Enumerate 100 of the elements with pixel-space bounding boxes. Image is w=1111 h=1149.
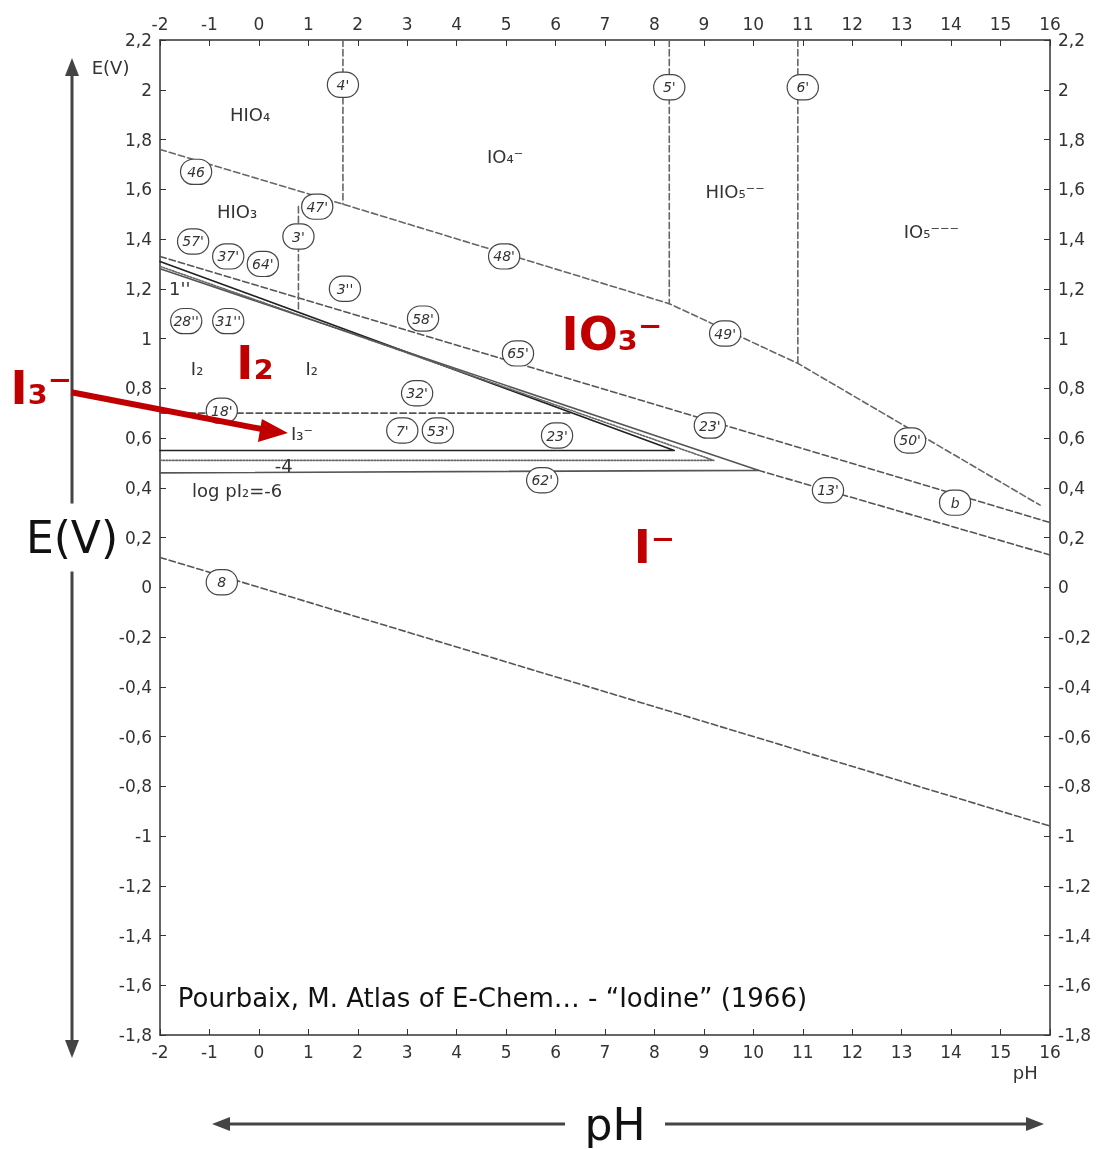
annotation: 5' xyxy=(662,79,676,96)
y-tick-label: 0,2 xyxy=(124,527,152,548)
x2-tick-label: 13 xyxy=(890,13,913,34)
y-tick-label: -0,6 xyxy=(118,726,152,747)
y2-tick-label: 2 xyxy=(1058,79,1069,100)
x2-tick-label: 7 xyxy=(599,13,611,34)
x2-tick-label: -2 xyxy=(151,13,169,34)
y2-tick-label: -1,8 xyxy=(1058,1025,1092,1045)
annotation: 23' xyxy=(698,417,721,434)
y2-tick-label: -1,2 xyxy=(1058,875,1092,896)
annotation: I₂ xyxy=(236,336,274,391)
annotation: IO₅⁻⁻⁻ xyxy=(903,221,959,243)
y2-tick-label: 0,6 xyxy=(1058,428,1086,448)
y2-tick-label: -1,4 xyxy=(1058,925,1092,946)
annotation: 32' xyxy=(406,385,428,402)
x-tick-label: 3 xyxy=(401,1041,413,1062)
x2-tick-label: -1 xyxy=(200,13,218,34)
annotation: 49' xyxy=(714,325,736,342)
y2-tick-label: 1,6 xyxy=(1058,179,1086,200)
y-tick-label: 1,2 xyxy=(124,278,152,299)
annotation: 3' xyxy=(292,228,305,245)
annotation: 58' xyxy=(412,310,434,327)
y2-tick-label: 1,4 xyxy=(1058,229,1086,249)
y-tick-label: -1 xyxy=(135,826,152,846)
x-tick-label: 5 xyxy=(500,1041,512,1062)
annotation: HIO₃ xyxy=(217,201,258,223)
x2-tick-label: 14 xyxy=(940,13,962,34)
x2-tick-label: 1 xyxy=(302,13,314,34)
annotation: HIO₅⁻⁻ xyxy=(705,181,765,203)
x-tick-label: 7 xyxy=(599,1041,611,1062)
annotation: 4' xyxy=(336,76,350,93)
x-tick-label: 15 xyxy=(989,1041,1012,1062)
x-tick-label: 1 xyxy=(302,1041,314,1062)
y-tick-label: 2 xyxy=(141,79,152,100)
x-tick-label: -2 xyxy=(151,1041,169,1062)
x2-tick-label: 12 xyxy=(841,13,864,34)
y-tick-label: -1,2 xyxy=(118,875,152,896)
y2-tick-label: 0 xyxy=(1058,577,1069,598)
annotation: HIO₄ xyxy=(229,104,271,126)
y2-tick-label: 1,8 xyxy=(1058,129,1086,150)
annotation: 28'' xyxy=(173,313,199,330)
x2-tick-label: 3 xyxy=(401,13,413,34)
text: I₃⁻ xyxy=(10,361,73,416)
y-tick-label: 0,4 xyxy=(124,477,152,498)
annotation: 1'' xyxy=(169,278,191,300)
x2-tick-label: 2 xyxy=(352,13,364,34)
y-tick-label: -0,4 xyxy=(118,676,152,697)
annotation: 7' xyxy=(395,422,409,439)
x-tick-label: 2 xyxy=(352,1041,364,1062)
annotation: 64' xyxy=(252,255,274,272)
x-tick-label: -1 xyxy=(200,1041,218,1062)
annotation: 65' xyxy=(507,345,529,362)
x2-tick-label: 6 xyxy=(550,13,561,34)
annotation: I₂ xyxy=(190,357,204,379)
y2-tick-label: -0,2 xyxy=(1058,627,1092,647)
annotation: b xyxy=(950,494,960,511)
y2-tick-label: 1,2 xyxy=(1058,278,1086,299)
annotation: 13' xyxy=(817,482,839,499)
annotation: 62' xyxy=(531,472,554,489)
y2-tick-label: -0,4 xyxy=(1058,676,1092,697)
x2-tick-label: 11 xyxy=(791,13,814,34)
x-tick-label: 16 xyxy=(1039,1041,1061,1062)
annotation: 6' xyxy=(796,79,810,96)
y2-tick-label: 0,8 xyxy=(1058,378,1086,399)
x2-tick-label: 10 xyxy=(742,13,765,34)
y-tick-label: -0,2 xyxy=(118,627,152,647)
y2-tick-label: -0,6 xyxy=(1058,726,1092,747)
annotation: 3'' xyxy=(336,280,354,297)
y2-tick-label: -0,8 xyxy=(1058,776,1092,797)
y2-tick-label: -1,6 xyxy=(1058,975,1092,996)
annotation: 31'' xyxy=(215,313,241,330)
annotation: I₃⁻ xyxy=(290,422,313,444)
annotation: 50' xyxy=(899,432,921,449)
annotation: IO₃⁻ xyxy=(561,306,663,361)
x-tick-label: 6 xyxy=(550,1041,561,1062)
y-tick-label: -1,8 xyxy=(118,1025,152,1045)
y-tick-label: 1,6 xyxy=(124,179,152,200)
x-tick-label: 12 xyxy=(841,1041,864,1062)
y-tick-label: 0,8 xyxy=(124,378,152,399)
y-tick-label: 0 xyxy=(141,577,152,598)
x-tick-label: 11 xyxy=(791,1041,814,1062)
annotation: 37' xyxy=(217,248,240,265)
annotation: 47' xyxy=(306,198,329,215)
y2-tick-label: 0,2 xyxy=(1058,527,1086,548)
y-tick-label: 0,6 xyxy=(124,428,152,448)
y-tick-label: 1,4 xyxy=(124,229,152,249)
annotation: 57' xyxy=(182,233,204,250)
y2-tick-label: 1 xyxy=(1058,328,1069,349)
text: E(V) xyxy=(91,56,130,78)
x2-tick-label: 15 xyxy=(989,13,1012,34)
annotation: I⁻ xyxy=(633,520,676,575)
x2-tick-label: 5 xyxy=(500,13,512,34)
y2-tick-label: -1 xyxy=(1058,826,1075,846)
y2-tick-label: 0,4 xyxy=(1058,477,1086,498)
x-tick-label: 4 xyxy=(451,1041,463,1062)
annotation: 18' xyxy=(210,402,233,419)
annotation: 46 xyxy=(187,163,206,180)
x-tick-label: 10 xyxy=(742,1041,765,1062)
y2-tick-label: 2,2 xyxy=(1058,30,1086,50)
annotation: 23' xyxy=(546,427,568,444)
